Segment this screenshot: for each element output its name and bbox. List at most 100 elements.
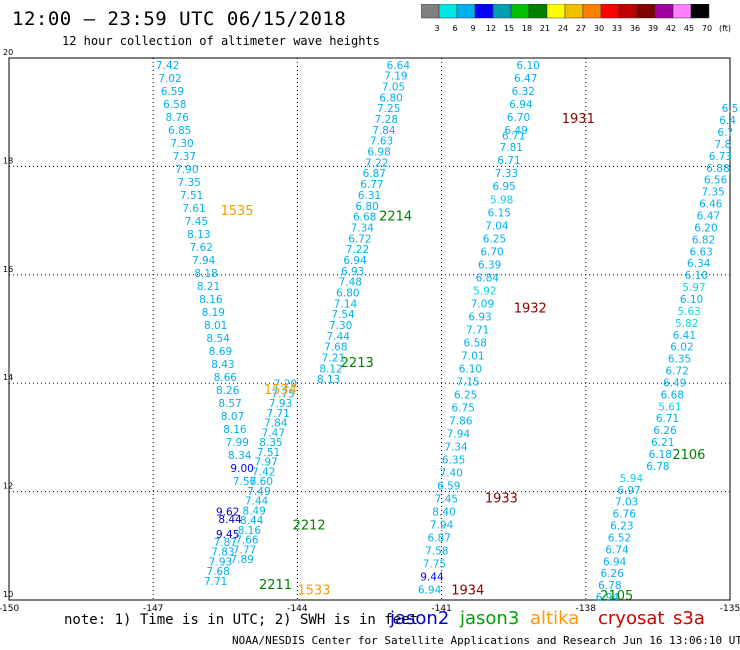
wave-height-value: 7.21: [322, 353, 345, 365]
wave-height-value: 8.44: [218, 514, 242, 526]
pass-label: 1535: [220, 204, 253, 219]
wave-height-value: 6.71: [656, 413, 679, 425]
scale-label: 21: [540, 24, 550, 33]
wave-height-value: 7.01: [461, 350, 484, 362]
wave-height-value: 6.10: [685, 270, 708, 282]
wave-height-value: 6.73: [709, 151, 732, 163]
scale-label: 24: [558, 24, 568, 33]
wave-height-value: 7.97: [254, 457, 277, 469]
y-tick-label: 12: [3, 482, 13, 491]
wave-height-value: 6.78: [646, 461, 669, 473]
scale-label: 33: [612, 24, 622, 33]
wave-height-value: 7.49: [247, 486, 270, 498]
wave-height-value: 5.92: [473, 285, 496, 297]
wave-height-value: 7.75: [271, 388, 294, 400]
scale-label: 18: [522, 24, 532, 33]
wave-height-value: 6.94: [603, 556, 627, 568]
wave-height-value: 8.16: [223, 424, 247, 436]
scale-label: 15: [504, 24, 514, 33]
scale-label: 9: [470, 24, 475, 33]
y-tick-label: 14: [3, 373, 13, 382]
pass-label: 1534: [264, 383, 297, 398]
wave-height-value: 5.63: [677, 306, 700, 318]
scale-label: 30: [594, 24, 604, 33]
wave-height-value: 7.62: [190, 242, 213, 254]
wave-height-value: 6.5: [722, 103, 739, 115]
wave-height-value: 7.63: [370, 136, 393, 148]
wave-height-value: 6.58: [464, 337, 487, 349]
y-tick-label: 16: [3, 265, 13, 274]
scale-label: 42: [666, 24, 676, 33]
wave-height-value: 7.51: [257, 447, 280, 459]
wave-height-value: 8.44: [240, 515, 264, 527]
wave-height-value: 8.76: [166, 112, 190, 124]
wave-height-value: 6.74: [605, 544, 629, 556]
x-tick-label: -141: [431, 604, 451, 614]
wave-height-value: 6.68: [661, 389, 684, 401]
wave-height-value: 6.76: [613, 509, 637, 521]
wave-height-value: 7.37: [173, 151, 196, 163]
wave-height-value: 7.19: [384, 71, 407, 83]
wave-height-value: 5.98: [490, 194, 513, 206]
y-tick-label: 18: [3, 156, 13, 165]
wave-height-value: 7.33: [495, 168, 518, 180]
wave-height-value: 6.47: [697, 211, 720, 223]
wave-height-value: 6.49: [504, 125, 527, 137]
wave-height-value: 7.56: [233, 476, 257, 488]
wave-height-value: 6.02: [670, 342, 693, 354]
x-tick-label: -144: [287, 604, 308, 614]
wave-height-value: 7.54: [331, 309, 355, 321]
wave-height-value: 6.39: [478, 259, 501, 271]
wave-height-value: 6.70: [507, 112, 530, 124]
scale-label: 3: [434, 24, 439, 33]
wave-height-value: 6.20: [694, 222, 717, 234]
wave-height-value: 8.16: [238, 525, 262, 537]
wave-height-value: 7.44: [245, 496, 269, 508]
wave-height-value: 6.94: [509, 99, 533, 111]
wave-height-value: 9.44: [420, 571, 444, 583]
wave-height-value: 7.28: [375, 114, 398, 126]
wave-height-value: 6.15: [488, 207, 511, 219]
wave-height-value: 6.63: [689, 246, 712, 258]
wave-height-value: 5.61: [658, 401, 681, 413]
wave-height-value: 6.25: [483, 233, 506, 245]
wave-height-value: 6.59: [161, 86, 184, 98]
wave-height-value: 6.82: [692, 234, 715, 246]
wave-height-value: 7.94: [447, 428, 471, 440]
pass-label: 2105: [600, 589, 633, 604]
wave-height-value: 6.80: [379, 92, 402, 104]
wave-height-value: 6.95: [492, 181, 515, 193]
wave-height-value: 6.52: [608, 532, 631, 544]
wave-height-value: 6.94: [343, 255, 367, 267]
wave-height-value: 9.62: [216, 506, 239, 518]
wave-height-value: 7.22: [365, 157, 388, 169]
wave-height-value: 7.51: [180, 190, 203, 202]
wave-height-value: 7.68: [324, 342, 347, 354]
wave-height-value: 8.49: [242, 505, 265, 517]
wave-height-value: 7.71: [204, 576, 227, 588]
scale-label: 12: [486, 24, 496, 33]
pass-label: 1932: [514, 302, 547, 317]
wave-height-value: 5.94: [620, 473, 644, 485]
x-tick-label: -135: [720, 604, 740, 614]
wave-height-value: 7.83: [211, 547, 234, 559]
wave-height-value: 7.42: [156, 60, 179, 72]
wave-height-value: 6.93: [341, 266, 364, 278]
wave-height-value: 7.15: [456, 376, 479, 388]
wave-height-value: 8.43: [211, 359, 234, 371]
wave-height-value: 6.35: [668, 354, 691, 366]
wave-height-value: 6.85: [168, 125, 191, 137]
wave-height-value: 6.56: [704, 175, 728, 187]
wave-height-value: 7.84: [264, 418, 288, 430]
wave-height-value: 6.31: [358, 190, 381, 202]
wave-height-value: 9.00: [230, 463, 253, 475]
wave-height-value: 6.35: [442, 454, 465, 466]
wave-height-value: 7.09: [471, 298, 494, 310]
wave-height-value: 6.98: [367, 147, 390, 159]
wave-height-value: 6.46: [699, 199, 723, 211]
wave-height-value: 7.48: [339, 277, 362, 289]
wave-height-value: 7.42: [252, 466, 275, 478]
wave-height-value: 7.22: [346, 244, 369, 256]
wave-height-value: 7.71: [266, 408, 289, 420]
